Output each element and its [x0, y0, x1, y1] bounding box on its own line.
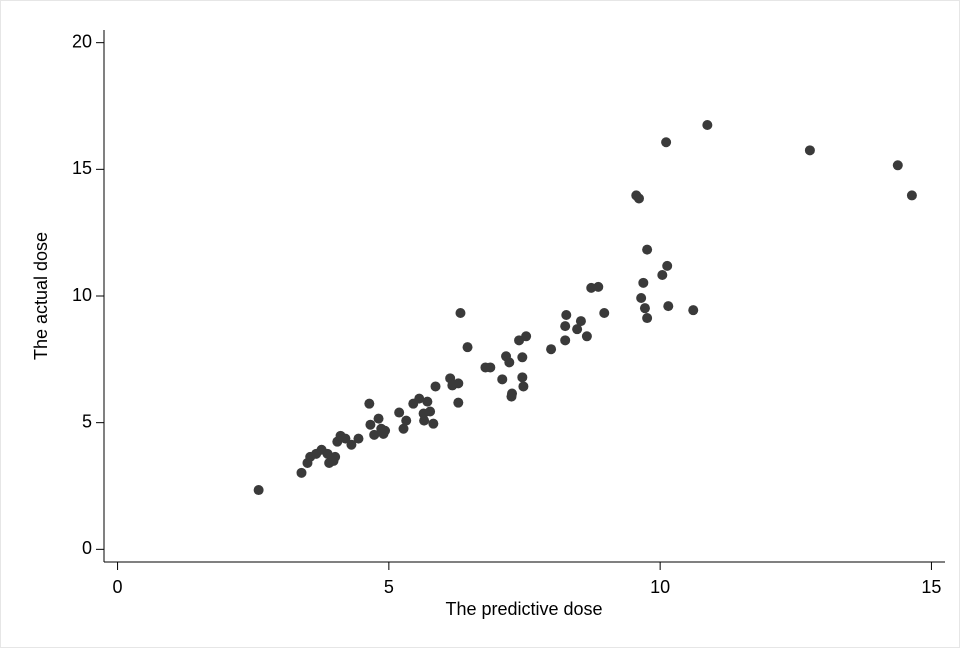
point	[373, 413, 384, 424]
point	[702, 120, 713, 130]
point	[688, 305, 699, 316]
point	[804, 145, 815, 156]
point	[398, 423, 409, 434]
point	[401, 415, 412, 426]
point	[322, 448, 333, 459]
point	[521, 331, 532, 342]
x-tick-label: 5	[384, 577, 394, 597]
point	[394, 407, 405, 418]
point	[561, 310, 572, 320]
point	[638, 277, 649, 288]
point	[380, 425, 391, 436]
point	[422, 396, 433, 407]
point	[663, 301, 674, 312]
point	[593, 281, 604, 292]
point	[560, 321, 571, 332]
y-tick-label: 15	[72, 158, 92, 178]
x-tick-label: 10	[650, 577, 670, 597]
x-axis-title: The predictive dose	[445, 599, 602, 619]
point	[906, 190, 917, 201]
point	[599, 307, 610, 318]
x-tick-label: 15	[921, 577, 941, 597]
point	[453, 397, 464, 408]
point	[425, 406, 436, 417]
point	[642, 313, 653, 324]
point	[581, 331, 592, 342]
point	[453, 378, 464, 389]
point	[517, 372, 528, 383]
y-tick-label: 0	[82, 538, 92, 558]
point	[253, 485, 264, 496]
point	[365, 419, 376, 430]
point	[639, 303, 650, 314]
point	[462, 342, 473, 353]
point	[661, 137, 672, 148]
point	[546, 344, 557, 355]
point	[892, 160, 903, 171]
point	[518, 381, 529, 392]
point	[455, 307, 466, 318]
point	[485, 362, 496, 373]
y-tick-label: 5	[82, 411, 92, 431]
point	[430, 381, 441, 392]
point	[633, 193, 644, 204]
point	[414, 393, 425, 404]
point	[575, 316, 586, 327]
point	[504, 357, 515, 368]
point	[353, 433, 364, 444]
point	[369, 429, 380, 440]
point	[296, 467, 307, 478]
point	[657, 269, 668, 280]
point	[517, 352, 528, 363]
point	[428, 418, 439, 429]
point	[506, 391, 517, 402]
point	[560, 335, 571, 346]
y-tick-label: 10	[72, 285, 92, 305]
y-axis-title: The actual dose	[31, 232, 51, 360]
point	[642, 244, 653, 255]
point	[419, 415, 430, 426]
x-tick-label: 0	[113, 577, 123, 597]
point	[497, 374, 508, 385]
point	[330, 451, 341, 462]
point	[572, 324, 583, 335]
point	[346, 439, 357, 450]
point	[636, 293, 647, 304]
point	[364, 398, 375, 409]
y-tick-label: 20	[72, 31, 92, 51]
point	[662, 260, 673, 271]
